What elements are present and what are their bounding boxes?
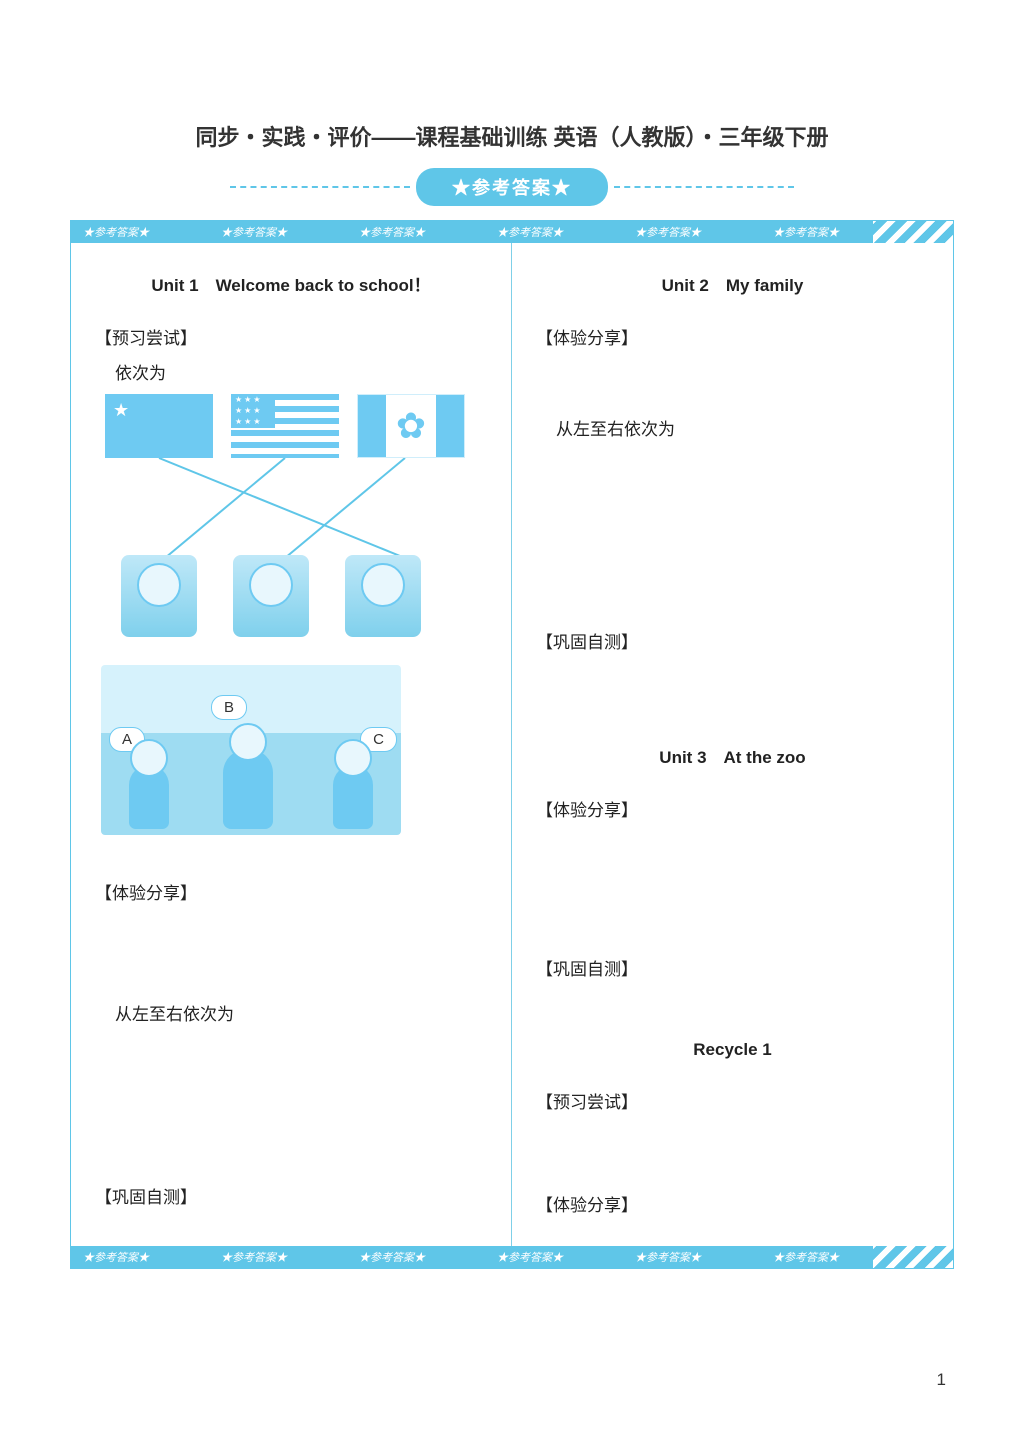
section-experience: 【体验分享】 xyxy=(536,796,929,821)
classroom-illustration: A B C xyxy=(101,665,401,835)
strip-label: ★参考答案★ xyxy=(209,224,287,240)
banner-pill: ★参考答案★ xyxy=(416,168,608,206)
strip-label: ★参考答案★ xyxy=(347,1249,425,1265)
flag-usa-icon xyxy=(231,394,339,458)
right-column: Unit 2 My family 【体验分享】 从左至右依次为 【巩固自测】 U… xyxy=(512,243,953,1246)
strip-label: ★参考答案★ xyxy=(347,224,425,240)
flag-china-icon xyxy=(105,394,213,458)
kid-icon xyxy=(121,555,197,637)
hatch-icon xyxy=(873,221,953,243)
section-preview: 【预习尝试】 xyxy=(95,324,487,349)
section-experience: 【体验分享】 xyxy=(95,879,487,904)
page-title: 同步・实践・评价——课程基础训练 英语（人教版）・三年级下册 xyxy=(70,120,954,152)
strip-label: ★参考答案★ xyxy=(761,224,839,240)
left-to-right-text: 从左至右依次为 xyxy=(115,1000,487,1025)
speech-bubble-b: B xyxy=(211,695,247,720)
columns: Unit 1 Welcome back to school！ 【预习尝试】 依次… xyxy=(71,243,953,1246)
unit1-title: Unit 1 Welcome back to school！ xyxy=(95,271,487,296)
dash-left xyxy=(230,186,410,188)
strip-label: ★参考答案★ xyxy=(209,1249,287,1265)
kid-icon xyxy=(345,555,421,637)
section-consolidate: 【巩固自测】 xyxy=(536,955,929,980)
recycle-title: Recycle 1 xyxy=(536,1040,929,1060)
kid-icon xyxy=(233,555,309,637)
strip-label: ★参考答案★ xyxy=(623,224,701,240)
section-preview: 【预习尝试】 xyxy=(536,1088,929,1113)
flags-row: ✿ xyxy=(105,394,487,458)
strip-label: ★参考答案★ xyxy=(485,224,563,240)
hatch-icon xyxy=(873,1246,953,1268)
unit2-title: Unit 2 My family xyxy=(536,271,929,296)
strip-label: ★参考答案★ xyxy=(71,224,149,240)
content-box: ★参考答案★ ★参考答案★ ★参考答案★ ★参考答案★ ★参考答案★ ★参考答案… xyxy=(70,220,954,1269)
left-column: Unit 1 Welcome back to school！ 【预习尝试】 依次… xyxy=(71,243,512,1246)
person-icon xyxy=(333,765,373,829)
match-lines-icon xyxy=(105,458,465,558)
section-consolidate: 【巩固自测】 xyxy=(95,1183,487,1208)
left-to-right-text: 从左至右依次为 xyxy=(556,415,929,440)
in-order-text: 依次为 xyxy=(115,359,487,384)
dash-right xyxy=(614,186,794,188)
banner-row: ★参考答案★ xyxy=(70,168,954,206)
top-strip: ★参考答案★ ★参考答案★ ★参考答案★ ★参考答案★ ★参考答案★ ★参考答案… xyxy=(71,221,953,243)
section-experience: 【体验分享】 xyxy=(536,1191,929,1216)
page-number: 1 xyxy=(937,1370,946,1390)
page: 同步・实践・评价——课程基础训练 英语（人教版）・三年级下册 ★参考答案★ ★参… xyxy=(0,0,1024,1309)
strip-label: ★参考答案★ xyxy=(71,1249,149,1265)
bottom-strip: ★参考答案★ ★参考答案★ ★参考答案★ ★参考答案★ ★参考答案★ ★参考答案… xyxy=(71,1246,953,1268)
strip-label: ★参考答案★ xyxy=(623,1249,701,1265)
section-consolidate: 【巩固自测】 xyxy=(536,628,929,653)
strip-label: ★参考答案★ xyxy=(485,1249,563,1265)
kids-row xyxy=(121,555,487,637)
section-experience: 【体验分享】 xyxy=(536,324,929,349)
strip-label: ★参考答案★ xyxy=(761,1249,839,1265)
person-icon xyxy=(223,749,273,829)
unit3-title: Unit 3 At the zoo xyxy=(536,743,929,768)
flag-canada-icon: ✿ xyxy=(357,394,465,458)
person-icon xyxy=(129,765,169,829)
